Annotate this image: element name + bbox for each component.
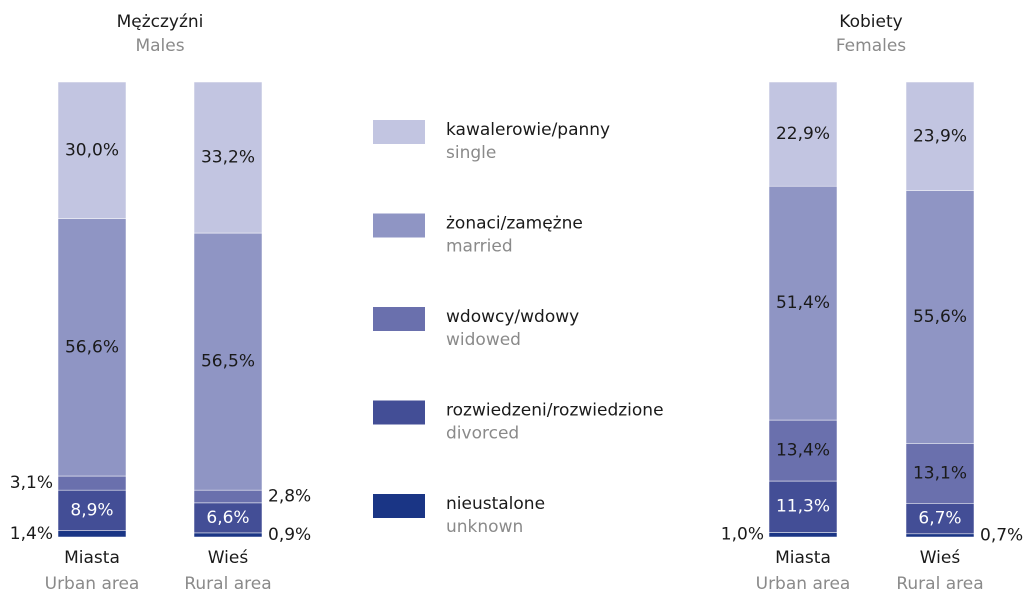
- bar-segment: [193, 502, 263, 534]
- x-tick-label-en: Urban area: [756, 574, 851, 593]
- data-label: 56,5%: [201, 352, 255, 372]
- bar-segment: [193, 489, 263, 504]
- chart-title: Kobiety: [839, 12, 902, 32]
- bar-segment: [57, 218, 127, 477]
- bar-segment: [768, 532, 838, 538]
- data-label: 2,8%: [268, 487, 311, 507]
- bar-segment: [57, 530, 127, 538]
- bar-segment: [768, 480, 838, 533]
- x-tick-label: Wieś: [920, 548, 961, 568]
- bar-segment: [905, 503, 975, 535]
- legend-swatch: [373, 400, 425, 425]
- data-label: 0,9%: [268, 525, 311, 545]
- legend-label: żonaci/zamężne: [446, 214, 583, 234]
- data-label: 13,4%: [776, 441, 830, 461]
- x-tick-label: Miasta: [64, 548, 120, 568]
- data-label: 8,9%: [70, 500, 113, 520]
- bar-segment: [57, 81, 127, 219]
- bar-segment: [905, 81, 975, 191]
- x-tick-label-en: Urban area: [45, 574, 140, 593]
- legend-label: rozwiedzeni/rozwiedzione: [446, 401, 664, 421]
- data-label: 1,4%: [10, 524, 53, 544]
- legend-label: nieustalone: [446, 494, 545, 514]
- bar-segment: [768, 419, 838, 482]
- legend-label: wdowcy/wdowy: [446, 307, 579, 327]
- bar-segment: [905, 533, 975, 538]
- legend-label-en: widowed: [446, 330, 521, 350]
- data-label: 11,3%: [776, 497, 830, 517]
- data-label: 56,6%: [65, 337, 119, 357]
- legend-swatch: [373, 213, 425, 238]
- legend-swatch: [373, 494, 425, 518]
- legend-label-en: married: [446, 237, 513, 257]
- data-label: 0,7%: [980, 525, 1023, 545]
- legend-label-en: single: [446, 143, 496, 163]
- legend-label: kawalerowie/panny: [446, 120, 610, 140]
- chart-subtitle: Females: [836, 36, 906, 56]
- bar-segment: [768, 185, 838, 421]
- data-label: 6,6%: [206, 508, 249, 528]
- legend-swatch: [373, 307, 425, 331]
- bar-segment: [57, 475, 127, 491]
- bar-segment: [57, 489, 127, 531]
- x-tick-label-en: Rural area: [184, 574, 271, 593]
- x-tick-label: Wieś: [208, 548, 249, 568]
- bar-segment: [768, 81, 838, 187]
- x-tick-label-en: Rural area: [896, 574, 983, 593]
- bar-segment: [193, 232, 263, 491]
- data-label: 13,1%: [913, 464, 967, 484]
- data-label: 30,0%: [65, 140, 119, 160]
- chart-subtitle: Males: [135, 36, 184, 56]
- bar-segment: [193, 532, 263, 538]
- chart-title: Mężczyźni: [117, 12, 204, 32]
- data-label: 55,6%: [913, 307, 967, 327]
- data-label: 1,0%: [721, 525, 764, 545]
- legend-label-en: unknown: [446, 517, 523, 537]
- data-label: 3,1%: [10, 473, 53, 493]
- bar-segment: [905, 190, 975, 444]
- x-tick-label: Miasta: [775, 548, 831, 568]
- data-label: 22,9%: [776, 124, 830, 144]
- bar-segment: [193, 81, 263, 234]
- data-label: 6,7%: [918, 509, 961, 529]
- data-label: 23,9%: [913, 126, 967, 146]
- bar-segment: [905, 443, 975, 504]
- data-label: 33,2%: [201, 148, 255, 168]
- legend-swatch: [373, 120, 425, 144]
- legend-label-en: divorced: [446, 424, 519, 444]
- data-label: 51,4%: [776, 293, 830, 313]
